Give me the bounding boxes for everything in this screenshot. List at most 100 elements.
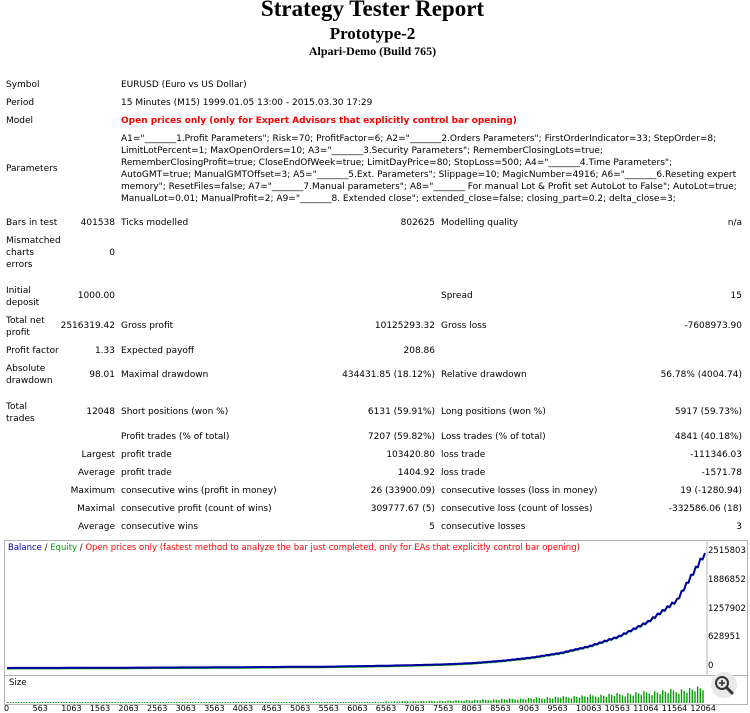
avglosses-label: consecutive losses: [441, 522, 526, 532]
size-bar: [31, 702, 33, 703]
size-bar: [557, 697, 559, 703]
largest-loss-value: -111346.03: [690, 450, 742, 460]
size-bar: [492, 699, 495, 703]
size-bar: [656, 692, 659, 703]
size-bar: [275, 702, 277, 703]
average-loss-value: -1571.78: [701, 468, 742, 478]
size-bar: [519, 698, 522, 703]
x-tick-label: 5563: [318, 704, 339, 713]
size-bar: [162, 702, 165, 703]
size-bar: [358, 702, 361, 703]
trades-value: 12048: [86, 407, 115, 417]
model-value: Open prices only (only for Expert Adviso…: [121, 116, 517, 126]
size-bar: [683, 690, 685, 703]
size-bar: [576, 697, 578, 703]
report-build: Alpari-Demo (Build 765): [308, 44, 437, 58]
size-bar: [243, 702, 245, 703]
size-bar: [318, 702, 320, 703]
size-bar: [50, 702, 52, 703]
size-bar: [307, 702, 310, 703]
magnifier-plus-icon[interactable]: [711, 672, 737, 698]
x-tick-label: 11564: [661, 704, 688, 713]
size-bar: [184, 702, 186, 703]
size-bar: [15, 702, 17, 703]
size-bar: [28, 702, 30, 703]
size-bar: [66, 702, 68, 703]
size-bar: [436, 701, 438, 703]
size-bar: [337, 702, 339, 703]
size-bar: [439, 700, 441, 703]
size-bar: [12, 702, 14, 703]
grossloss-value: -7608973.90: [684, 321, 742, 331]
size-bar: [474, 699, 476, 703]
avgwins-label: consecutive wins: [121, 522, 199, 532]
size-bar: [224, 702, 226, 703]
legend-note: Open prices only (fastest method to anal…: [85, 543, 580, 553]
size-bar: [211, 702, 213, 703]
size-bar: [699, 688, 701, 703]
size-bar: [237, 702, 240, 703]
size-bar: [254, 702, 256, 703]
size-bar: [160, 702, 162, 703]
size-bar: [213, 702, 216, 703]
lt-value: 4841 (40.18%): [674, 432, 742, 442]
size-bar: [543, 699, 546, 703]
pf-value: 1.33: [94, 346, 115, 356]
balance-series-line: [6, 552, 706, 669]
size-bar: [71, 702, 73, 703]
period-label: Period: [6, 98, 35, 108]
size-bar: [36, 702, 38, 703]
size-bar: [514, 699, 516, 703]
x-tick-label: 10063: [576, 704, 602, 713]
size-bar: [125, 702, 127, 703]
size-bar: [232, 702, 234, 703]
size-bar: [670, 688, 672, 703]
deposit-value: 1000.00: [77, 291, 115, 301]
size-bar: [648, 693, 650, 703]
long-value: 5917 (59.73%): [674, 407, 742, 417]
parameters-label: Parameters: [6, 164, 58, 174]
deposit-label: Initial deposit: [6, 286, 40, 308]
maxwins-value: 26 (33900.09): [370, 486, 435, 496]
size-bar: [9, 702, 12, 703]
size-bar: [143, 702, 146, 703]
size-bar: [17, 702, 20, 703]
size-bar: [490, 700, 492, 703]
long-label: Long positions (won %): [441, 407, 546, 417]
size-bar: [90, 702, 92, 703]
avglosses-value: 3: [736, 522, 742, 532]
size-bar: [444, 701, 446, 703]
legend-equity: Equity: [50, 543, 78, 553]
y-tick-label: 628951: [708, 632, 741, 643]
size-bar: [460, 700, 463, 703]
x-tick-label: 1563: [89, 704, 111, 713]
size-bar: [291, 702, 293, 703]
size-bar: [603, 695, 605, 703]
short-value: 6131 (59.91%): [367, 407, 435, 417]
size-bar: [686, 692, 688, 703]
size-bar: [313, 702, 315, 703]
y-tick-label: 0: [708, 661, 714, 671]
size-bar: [152, 702, 154, 703]
pf-label: Profit factor: [6, 346, 59, 356]
size-bar: [605, 696, 608, 703]
size-bar: [251, 702, 253, 703]
size-bar: [63, 702, 65, 703]
x-tick-label: 5063: [290, 704, 311, 713]
size-bar: [130, 702, 132, 703]
size-bar: [353, 702, 355, 703]
size-bar: [138, 702, 140, 703]
size-bar: [229, 702, 232, 703]
size-bar: [173, 702, 175, 703]
size-bar: [404, 701, 406, 703]
x-tick-label: 3063: [175, 704, 196, 713]
x-tick-label: 9063: [518, 704, 540, 713]
ticks-label: Ticks modelled: [121, 218, 189, 228]
size-bar: [347, 702, 350, 703]
size-bar: [278, 702, 280, 703]
size-bar: [7, 702, 9, 703]
largest-label: Largest: [81, 450, 115, 460]
size-bar: [103, 702, 105, 703]
spread-label: Spread: [441, 291, 473, 301]
size-bar: [455, 700, 457, 703]
